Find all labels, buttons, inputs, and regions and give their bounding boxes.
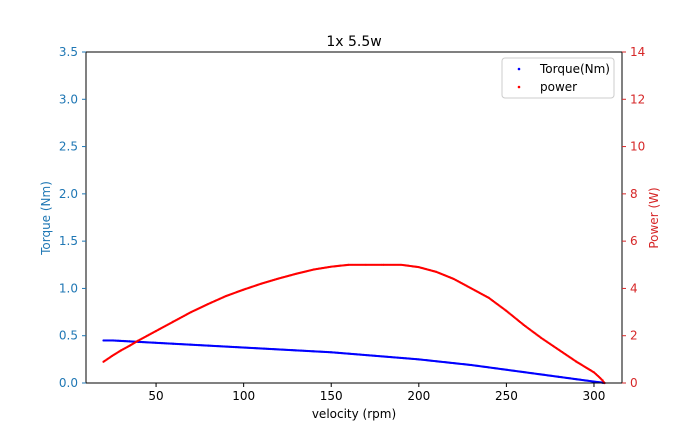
x-tick-label: 100 (232, 389, 255, 403)
right-y-tick-label: 12 (630, 92, 645, 106)
right-y-tick-label: 8 (630, 187, 638, 201)
x-tick-label: 200 (407, 389, 430, 403)
axes-frame (85, 51, 623, 384)
plot-marks (102, 263, 606, 385)
left-y-tick-label: 2.5 (59, 140, 78, 154)
left-y-tick-label: 3.0 (59, 92, 78, 106)
x-tick-label: 250 (495, 389, 518, 403)
right-y-tick-label: 6 (630, 234, 638, 248)
series-power-points (102, 263, 606, 385)
legend-label-torque: Torque(Nm) (539, 62, 610, 76)
x-tick-label: 300 (583, 389, 606, 403)
left-y-tick-label: 1.0 (59, 281, 78, 295)
left-y-axis-label: Torque (Nm) (39, 181, 53, 256)
x-tick-label: 150 (320, 389, 343, 403)
legend-label-power: power (540, 80, 577, 94)
right-y-tick-label: 2 (630, 329, 638, 343)
x-axis-ticks: 50 100 150 200 250 300 (148, 383, 605, 403)
left-y-axis-ticks: 0.0 0.5 1.0 1.5 2.0 2.5 3.0 3.5 (59, 45, 86, 390)
legend-marker-power (517, 85, 521, 89)
right-y-tick-label: 0 (630, 376, 638, 390)
x-tick-label: 50 (148, 389, 163, 403)
x-axis-label: velocity (rpm) (312, 407, 396, 421)
right-y-tick-label: 10 (630, 140, 645, 154)
legend-marker-torque (517, 67, 521, 71)
left-y-tick-label: 3.5 (59, 45, 78, 59)
left-y-tick-label: 1.5 (59, 234, 78, 248)
legend-box (501, 57, 615, 99)
left-y-tick-label: 2.0 (59, 187, 78, 201)
chart-title: 1x 5.5w (326, 34, 381, 50)
left-y-tick-label: 0.0 (59, 376, 78, 390)
series-torque-points (102, 339, 606, 385)
right-y-axis-ticks: 0 2 4 6 8 10 12 14 (622, 45, 645, 390)
right-y-tick-label: 4 (630, 281, 638, 295)
right-y-tick-label: 14 (630, 45, 645, 59)
right-y-axis-label: Power (W) (647, 187, 661, 248)
left-y-tick-label: 0.5 (59, 329, 78, 343)
legend: Torque(Nm) power (501, 57, 615, 99)
